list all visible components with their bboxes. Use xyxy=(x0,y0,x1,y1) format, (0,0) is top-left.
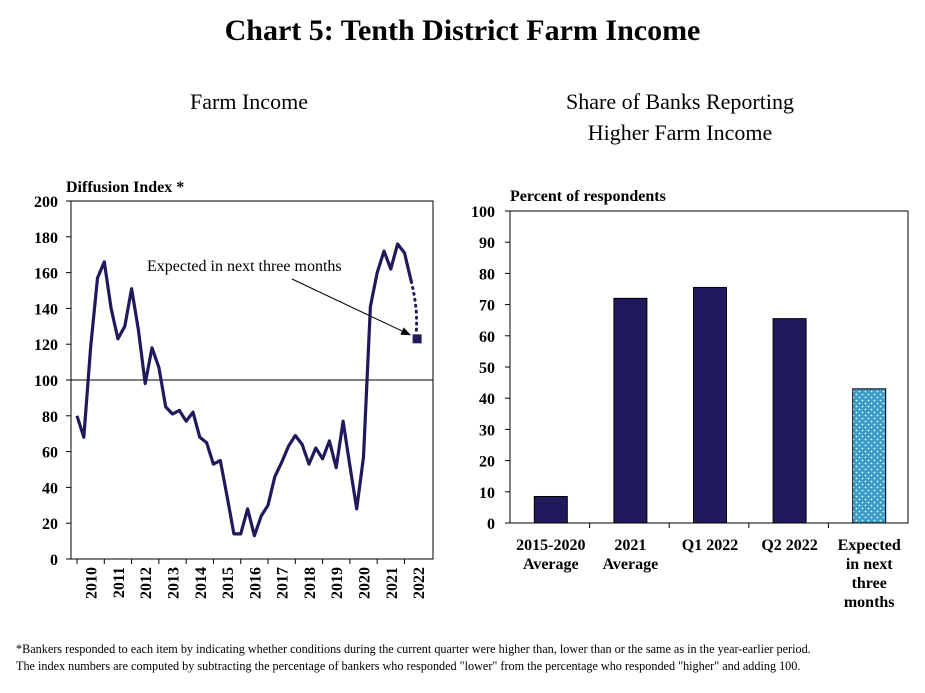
y-tick-label: 180 xyxy=(34,230,58,247)
y-tick-label: 70 xyxy=(479,298,495,315)
y-tick-label: 60 xyxy=(479,329,495,346)
right-chart-subtitle-line-1: Share of Banks Reporting xyxy=(566,89,794,114)
y-tick-label: 20 xyxy=(479,454,495,471)
y-axis-title: Percent of respondents xyxy=(510,188,666,205)
right-chart-subtitle: Share of Banks Reporting Higher Farm Inc… xyxy=(480,86,880,148)
bar xyxy=(693,286,727,524)
x-tick-label: 2015-2020 xyxy=(516,537,585,554)
right-chart-subtitle-line-2: Higher Farm Income xyxy=(587,120,773,145)
bar xyxy=(772,318,807,524)
x-tick-label: Q1 2022 xyxy=(682,537,738,554)
y-tick-label: 80 xyxy=(479,266,495,283)
footnote-line-2: The index numbers are computed by subtra… xyxy=(16,659,801,673)
x-tick-label: in next xyxy=(846,556,893,573)
y-tick-label: 0 xyxy=(487,516,495,533)
footnote: *Bankers responded to each item by indic… xyxy=(16,641,916,675)
y-tick-label: 10 xyxy=(479,485,495,502)
y-tick-label: 120 xyxy=(34,337,58,354)
x-tick-label: Average xyxy=(603,556,659,573)
x-tick-label: 2011 xyxy=(111,567,128,598)
x-tick-label: Expected xyxy=(838,537,901,554)
bar xyxy=(852,388,887,524)
y-tick-label: 200 xyxy=(34,194,58,211)
expected-annotation-arrow xyxy=(291,278,412,336)
x-tick-label: Q2 2022 xyxy=(761,537,817,554)
x-tick-label: 2012 xyxy=(138,567,155,599)
y-tick-label: 20 xyxy=(42,516,58,533)
x-tick-label: 2022 xyxy=(411,567,428,599)
y-tick-label: 0 xyxy=(50,552,58,569)
x-tick-label: 2010 xyxy=(84,567,101,599)
y-tick-label: 30 xyxy=(479,422,495,439)
x-tick-label: Average xyxy=(523,556,579,573)
x-tick-label: 2016 xyxy=(247,567,264,599)
x-tick-label: months xyxy=(844,594,895,611)
footnote-line-1: *Bankers responded to each item by indic… xyxy=(16,642,811,656)
expected-annotation: Expected in next three months xyxy=(147,258,342,275)
y-tick-label: 40 xyxy=(42,480,58,497)
x-tick-label: 2019 xyxy=(329,567,346,599)
y-tick-label: 40 xyxy=(479,391,495,408)
x-tick-label: 2017 xyxy=(275,567,292,599)
bar xyxy=(533,495,568,524)
y-tick-label: 160 xyxy=(34,266,58,283)
y-axis-title: Diffusion Index * xyxy=(66,179,184,196)
y-tick-label: 50 xyxy=(479,360,495,377)
expected-dotted-line xyxy=(409,280,419,336)
y-tick-label: 60 xyxy=(42,445,58,462)
x-tick-label: 2015 xyxy=(220,567,237,599)
expected-marker xyxy=(412,334,422,344)
chart-title: Chart 5: Tenth District Farm Income xyxy=(224,14,701,47)
x-tick-label: 2014 xyxy=(193,567,210,599)
bar xyxy=(613,297,648,524)
y-tick-label: 100 xyxy=(471,204,495,221)
x-tick-label: 2013 xyxy=(166,567,183,599)
y-tick-label: 140 xyxy=(34,301,58,318)
y-tick-label: 100 xyxy=(34,373,58,390)
share-of-banks-bar-chart: 0 10 20 30 40 50 60 70 80 90 100 Percent of respond… xyxy=(471,188,909,611)
x-tick-label: 2021 xyxy=(384,567,401,599)
x-tick-label: 2020 xyxy=(357,567,374,599)
x-tick-label: three xyxy=(852,575,887,592)
left-chart-subtitle: Farm Income xyxy=(190,89,308,114)
farm-income-line-chart: 0 20 40 60 80 100 120 140 160 180 200 2010 2011 2012 2… xyxy=(34,179,434,599)
y-tick-label: 80 xyxy=(42,409,58,426)
y-tick-label: 90 xyxy=(479,235,495,252)
x-tick-label: 2018 xyxy=(302,567,319,599)
x-tick-label: 2021 xyxy=(614,537,646,554)
diffusion-index-line xyxy=(75,242,413,538)
